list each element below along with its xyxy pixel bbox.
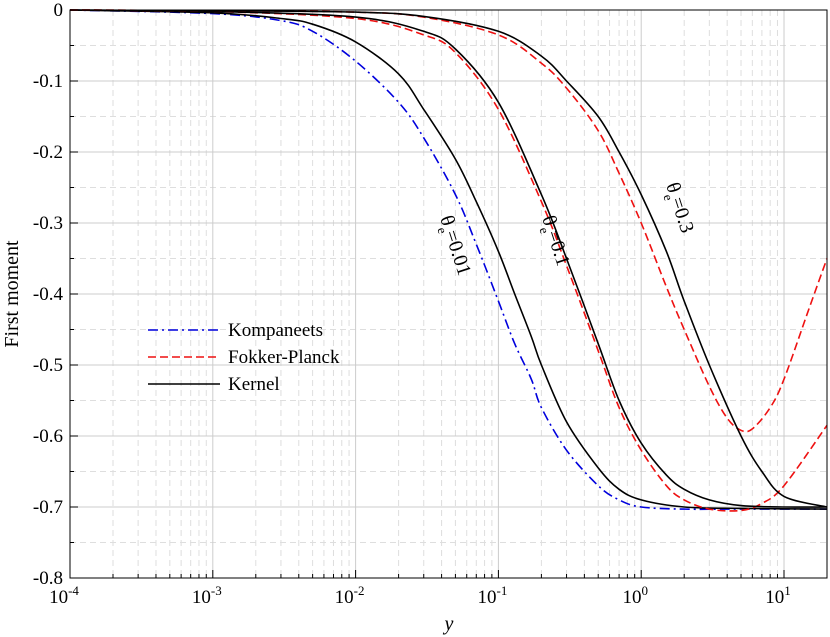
series-line-1	[69, 9, 828, 510]
series-line-2	[69, 9, 828, 512]
legend: Kompaneets Fokker-Planck Kernel	[148, 320, 340, 395]
x-axis-title: y	[443, 613, 454, 635]
x-tick-label: 100	[622, 583, 648, 608]
y-tick-label: -0.5	[33, 355, 63, 376]
x-tick-label: 10-4	[49, 583, 79, 608]
series-line-3	[69, 9, 828, 508]
y-tick-label: -0.2	[33, 142, 63, 163]
series-line-5	[69, 9, 828, 508]
y-tick-label: -0.1	[33, 71, 63, 92]
y-tick-label: -0.4	[33, 284, 64, 305]
y-tick-label: 0	[54, 0, 64, 21]
y-tick-labels: 0 -0.1 -0.2 -0.3 -0.4 -0.5 -0.6 -0.7 -0.8	[33, 0, 64, 589]
legend-label: Fokker-Planck	[228, 347, 340, 368]
legend-label: Kompaneets	[228, 320, 323, 341]
axis-ticks	[69, 9, 828, 579]
legend-label: Kernel	[228, 374, 280, 395]
y-tick-label: -0.8	[33, 568, 63, 589]
x-tick-label: 10-2	[335, 583, 365, 608]
series-curves	[69, 9, 828, 512]
x-tick-label: 10-3	[192, 583, 222, 608]
y-tick-label: -0.7	[33, 497, 63, 518]
x-tick-labels: 10-4 10-3 10-2 10-1 100 101	[49, 583, 791, 608]
y-tick-label: -0.6	[33, 426, 63, 447]
y-tick-label: -0.3	[33, 213, 63, 234]
series-line-0	[69, 9, 827, 511]
x-tick-label: 101	[765, 583, 791, 608]
x-tick-label: 10-1	[477, 583, 507, 608]
y-axis-title: First moment	[1, 240, 23, 348]
